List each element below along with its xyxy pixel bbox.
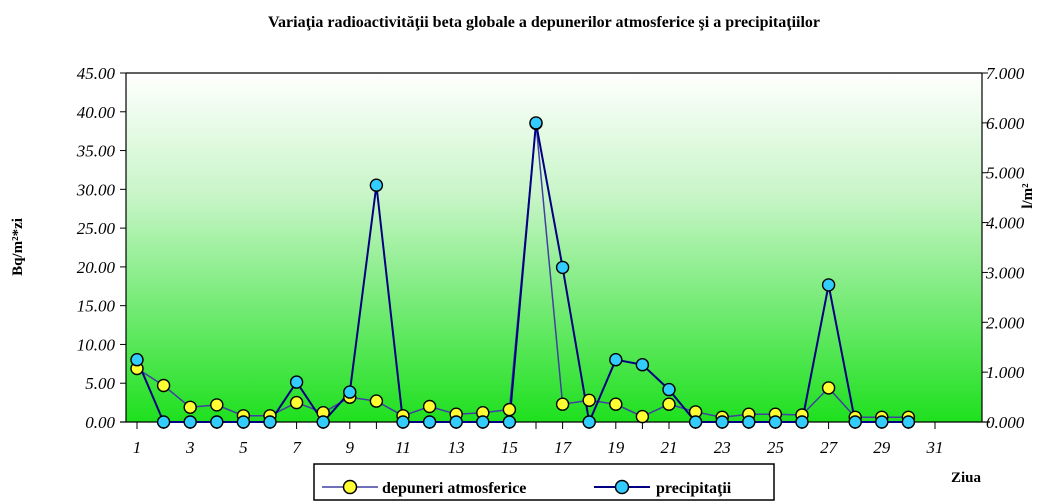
point-precipitatii xyxy=(183,415,197,429)
x-axis-title: Ziua xyxy=(951,470,982,486)
point-depuneri xyxy=(555,397,570,411)
y-left-tick-label: 30.00 xyxy=(76,180,116,199)
x-tick-label: 19 xyxy=(607,438,625,457)
y-left-tick-label: 45.00 xyxy=(77,64,116,83)
point-precipitatii xyxy=(236,415,251,429)
y-left-tick-label: 5.00 xyxy=(85,374,115,393)
x-tick-label: 23 xyxy=(714,438,731,457)
y-right-tick-label: 4.000 xyxy=(986,214,1025,233)
point-precipitatii xyxy=(316,415,330,429)
y-left-tick-label: 25.00 xyxy=(77,219,116,238)
chart-title: Variaţia radioactivităţii beta globale a… xyxy=(268,14,820,31)
point-precipitatii xyxy=(289,375,304,389)
point-depuneri xyxy=(422,399,437,414)
point-precipitatii xyxy=(715,415,729,429)
point-depuneri xyxy=(609,397,623,411)
point-precipitatii xyxy=(582,415,596,429)
point-precipitatii xyxy=(742,415,756,429)
point-precipitatii xyxy=(210,415,224,429)
x-tick-label: 25 xyxy=(767,438,784,457)
point-depuneri xyxy=(289,395,304,410)
point-depuneri xyxy=(183,400,197,414)
x-tick-label: 15 xyxy=(501,438,518,457)
point-precipitatii xyxy=(821,278,836,292)
point-depuneri xyxy=(369,394,384,408)
point-precipitatii xyxy=(396,415,410,429)
point-precipitatii xyxy=(555,260,570,275)
legend-label-depuneri: depuneri atmosferice xyxy=(382,480,526,497)
y-right-tick-label: 0.000 xyxy=(986,413,1025,432)
point-precipitatii xyxy=(635,358,650,372)
point-depuneri xyxy=(502,402,517,417)
point-precipitatii xyxy=(130,353,144,367)
y-left-tick-label: 10.00 xyxy=(77,335,116,354)
point-precipitatii xyxy=(901,415,916,429)
point-precipitatii xyxy=(343,385,357,399)
x-tick-label: 3 xyxy=(185,438,195,457)
point-depuneri xyxy=(156,378,171,393)
y-right-tick-label: 5.000 xyxy=(986,164,1025,183)
plot-area xyxy=(126,73,982,422)
legend-marker-depuneri xyxy=(342,479,358,495)
point-depuneri xyxy=(821,381,836,395)
y-left-tick-label: 15.00 xyxy=(77,297,116,316)
legend-marker-precipitatii xyxy=(614,479,630,495)
x-tick-label: 27 xyxy=(820,438,839,457)
x-tick-label: 29 xyxy=(873,438,891,457)
point-depuneri xyxy=(582,393,596,407)
point-depuneri xyxy=(635,409,650,424)
x-tick-label: 9 xyxy=(346,438,355,457)
point-depuneri xyxy=(210,398,224,412)
point-precipitatii xyxy=(529,116,543,130)
point-precipitatii xyxy=(263,415,277,429)
legend-label-precipitatii: precipitaţii xyxy=(656,480,732,497)
point-depuneri xyxy=(662,397,676,411)
series-markers xyxy=(130,116,916,429)
x-tick-label: 1 xyxy=(133,438,142,457)
y-right-tick-label: 7.000 xyxy=(986,64,1025,83)
y-axis-right-title: l/m² xyxy=(1020,183,1036,209)
y-left-tick-label: 20.00 xyxy=(77,258,116,277)
tick-labels: 0.00 5.00 10.00 15.00 20.00 25.00 30.00 35.00 40… xyxy=(76,64,1025,457)
y-right-tick-label: 1.000 xyxy=(986,363,1025,382)
point-precipitatii xyxy=(369,178,384,192)
x-tick-label: 5 xyxy=(239,438,248,457)
point-precipitatii xyxy=(502,415,517,429)
point-precipitatii xyxy=(768,415,783,429)
y-axis-left-title: Bq/m²*zi xyxy=(10,218,26,276)
point-precipitatii xyxy=(449,415,463,429)
point-precipitatii xyxy=(609,353,623,367)
point-precipitatii xyxy=(476,415,490,429)
x-tick-label: 17 xyxy=(554,438,573,457)
point-precipitatii xyxy=(875,415,889,429)
point-precipitatii xyxy=(156,415,171,429)
point-precipitatii xyxy=(662,382,676,397)
y-left-tick-label: 35.00 xyxy=(76,142,116,161)
y-left-tick-label: 0.00 xyxy=(85,413,115,432)
y-left-tick-label: 40.00 xyxy=(77,103,116,122)
y-right-tick-label: 2.000 xyxy=(986,313,1025,332)
legend-box xyxy=(313,463,775,501)
y-right-tick-label: 3.000 xyxy=(985,263,1025,282)
y-right-tick-label: 6.000 xyxy=(986,114,1025,133)
legend: depuneri atmosferice precipitaţii xyxy=(313,463,775,501)
x-tick-label: 7 xyxy=(292,438,302,457)
x-tick-label: 13 xyxy=(448,438,465,457)
point-precipitatii xyxy=(688,415,703,429)
x-tick-label: 11 xyxy=(395,438,411,457)
point-precipitatii xyxy=(795,415,809,429)
point-precipitatii xyxy=(848,415,862,429)
point-precipitatii xyxy=(422,415,437,429)
x-tick-label: 21 xyxy=(661,438,678,457)
x-tick-label: 31 xyxy=(926,438,944,457)
